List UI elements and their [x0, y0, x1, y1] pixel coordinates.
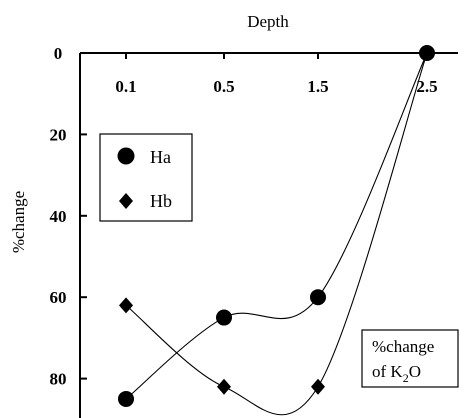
data-point-ha	[118, 390, 134, 407]
annotation-line-2-sub: 2	[403, 371, 409, 385]
annotation-line-1: %change	[372, 337, 434, 356]
annotation-line-2-end: O	[409, 362, 421, 381]
data-point-ha	[310, 289, 326, 306]
annotation-box	[361, 329, 459, 388]
y-ticks: 0 20 40 60 80	[50, 44, 87, 389]
series-line-hb	[125, 52, 428, 416]
x-ticks: 0.1 0.5 1.5 2.5	[115, 53, 438, 96]
y-tick-label: 60	[50, 288, 67, 307]
data-point-hb	[311, 378, 325, 395]
x-tick-label: 0.1	[115, 77, 136, 96]
data-point-ha	[216, 309, 232, 326]
legend-box	[99, 133, 193, 222]
annotation-line-2: of K2O	[372, 362, 421, 385]
x-tick-label: 1.5	[307, 77, 328, 96]
legend-label-ha: Ha	[150, 147, 171, 167]
series-markers	[118, 45, 435, 407]
legend-marker-ha	[117, 147, 135, 165]
data-point-hb	[420, 45, 434, 61]
x-tick-label: 0.5	[213, 77, 234, 96]
annotation-line-2-main: of K	[372, 362, 403, 381]
x-tick-label: 2.5	[416, 77, 437, 96]
y-tick-label: 40	[50, 207, 67, 226]
legend-marker-hb	[119, 193, 133, 209]
data-point-hb	[217, 378, 231, 395]
series-curves	[125, 52, 428, 416]
legend: Ha Hb	[99, 133, 193, 222]
y-tick-label: 20	[50, 125, 67, 144]
y-tick-label: 0	[54, 44, 63, 63]
legend-label-hb: Hb	[150, 191, 172, 211]
x-axis-title: Depth	[247, 12, 289, 31]
y-axis-title: %change	[9, 191, 28, 253]
data-point-hb	[119, 297, 133, 314]
annotation: %change of K2O	[361, 329, 459, 388]
y-tick-label: 80	[50, 370, 67, 389]
